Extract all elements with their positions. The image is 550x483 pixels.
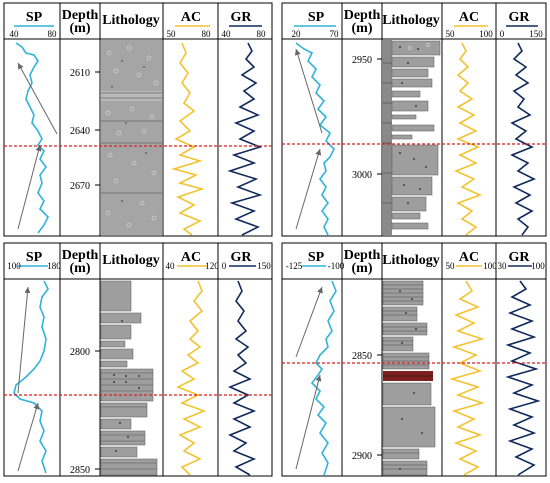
panel-c: SP 100 180 Depth (m) Lithology AC 40 120…: [3, 242, 273, 477]
depth-tick-label: 3000: [352, 170, 372, 181]
sp-curve: [13, 280, 49, 474]
sp-label: SP: [26, 10, 43, 25]
gr-scale-max: 100: [531, 261, 545, 271]
gr-scale-max: 150: [257, 261, 271, 271]
lithology-column: [383, 40, 441, 235]
panel-frame: [281, 242, 547, 477]
lithology-column: [100, 280, 158, 476]
depth-tick-label: 2850: [70, 465, 90, 476]
trend-arrow: [17, 286, 31, 394]
sp-scale-min: 100: [7, 261, 21, 271]
gr-scale-min: 0: [500, 29, 505, 39]
sp-curve: [295, 42, 335, 236]
ac-scale-max: 100: [479, 29, 493, 39]
sp-scale-min: 40: [10, 29, 20, 39]
depth-tick-label: 2640: [70, 126, 90, 137]
depth-unit: (m): [70, 21, 91, 36]
panel-frame: [3, 242, 273, 477]
gr-scale-min: 0: [222, 261, 227, 271]
trend-arrow: [17, 402, 40, 472]
gr-label: GR: [231, 10, 253, 25]
ac-curve: [453, 42, 483, 236]
gr-curve: [227, 42, 263, 236]
gr-label: GR: [509, 250, 531, 265]
ac-scale-max: 80: [202, 29, 212, 39]
depth-tick-label: 2950: [352, 55, 372, 66]
gr-label: GR: [231, 250, 253, 265]
depth-label: Depth: [62, 248, 99, 263]
lithology-label: Lithology: [382, 253, 440, 268]
depth-tick-label: 2850: [352, 351, 372, 362]
sp-curve: [15, 42, 49, 234]
sp-label: SP: [308, 10, 325, 25]
ac-curve: [176, 280, 207, 476]
lithology-label: Lithology: [102, 253, 160, 268]
sp-curve: [310, 280, 337, 476]
panel-a: SP 40 80 Depth (m) Lithology AC 50 80 GR…: [3, 2, 273, 237]
trend-arrow: [295, 286, 323, 358]
gr-scale-max: 80: [257, 29, 267, 39]
sp-scale-max: 80: [48, 29, 58, 39]
depth-unit: (m): [352, 261, 373, 276]
sp-label: SP: [308, 250, 325, 265]
trend-arrow: [294, 48, 323, 134]
ac-label: AC: [459, 250, 479, 265]
lithology-column: [101, 40, 162, 235]
ac-scale-min: 50: [167, 29, 177, 39]
depth-tick-label: 2670: [70, 181, 90, 192]
depth-unit: (m): [352, 21, 373, 36]
trend-arrow: [295, 374, 322, 470]
ac-scale-min: 40: [166, 261, 176, 271]
ac-scale-min: 50: [446, 29, 456, 39]
ac-scale-max: 120: [205, 261, 219, 271]
trend-arrow: [17, 144, 42, 230]
ac-label: AC: [181, 250, 201, 265]
lithology-column: [382, 280, 436, 476]
gr-curve: [505, 280, 541, 476]
gr-curve: [227, 280, 257, 476]
ac-scale-min: 50: [446, 261, 456, 271]
trend-arrow: [295, 148, 322, 230]
sp-scale-min: -125: [286, 261, 303, 271]
depth-label: Depth: [344, 8, 381, 23]
depth-unit: (m): [70, 261, 91, 276]
sp-scale-max: 70: [330, 29, 340, 39]
ac-label: AC: [181, 10, 201, 25]
sp-scale-max: 180: [47, 261, 61, 271]
sp-label: SP: [26, 250, 43, 265]
depth-label: Depth: [344, 248, 381, 263]
panel-d: SP -125 -100 Depth (m) Lithology AC 50 1…: [281, 242, 547, 477]
ac-scale-max: 100: [483, 261, 497, 271]
depth-tick-label: 2800: [70, 347, 90, 358]
panel-frame: [3, 2, 273, 237]
lithology-label: Lithology: [102, 13, 160, 28]
depth-label: Depth: [62, 8, 99, 23]
ac-curve: [449, 280, 485, 476]
gr-label: GR: [509, 10, 531, 25]
lithology-label: Lithology: [382, 13, 440, 28]
gr-scale-min: 30: [498, 261, 508, 271]
gr-scale-min: 40: [222, 29, 232, 39]
gr-curve: [510, 42, 536, 236]
panel-b: SP 20 70 Depth (m) Lithology AC 50 100 G…: [281, 2, 547, 237]
ac-label: AC: [459, 10, 479, 25]
depth-tick-label: 2610: [70, 68, 90, 79]
sp-scale-max: -100: [328, 261, 345, 271]
ac-curve: [171, 42, 205, 236]
sp-scale-min: 20: [292, 29, 302, 39]
gr-scale-max: 150: [529, 29, 543, 39]
depth-tick-label: 2900: [352, 451, 372, 462]
panel-frame: [281, 2, 547, 237]
trend-arrow: [17, 62, 58, 135]
